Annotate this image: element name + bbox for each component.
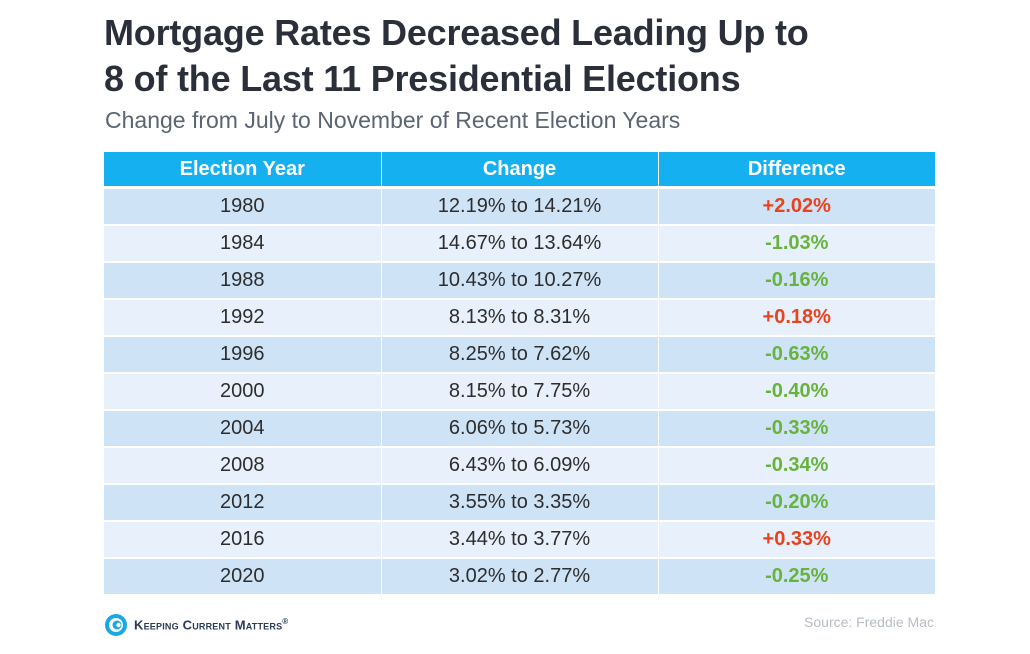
cell-election-year: 2012 <box>104 484 381 522</box>
source-note: Source: Freddie Mac <box>804 614 934 630</box>
table-row: 1996 8.25% to 7.62% -0.63% <box>104 336 935 374</box>
table-row: 2008 6.43% to 6.09% -0.34% <box>104 447 935 485</box>
table-row: 1988 10.43% to 10.27% -0.16% <box>104 262 935 300</box>
rates-table: Election Year Change Difference 1980 12.1… <box>104 152 935 596</box>
cell-election-year: 2000 <box>104 373 381 411</box>
cell-difference: -0.16% <box>657 262 935 300</box>
column-header-change: Change <box>380 152 658 189</box>
table-row: 2020 3.02% to 2.77% -0.25% <box>104 558 935 596</box>
cell-election-year: 1984 <box>104 225 381 263</box>
chart-title: Mortgage Rates Decreased Leading Up to 8… <box>104 10 1004 102</box>
cell-election-year: 1996 <box>104 336 381 374</box>
cell-election-year: 2020 <box>104 558 381 596</box>
cell-change: 8.15% to 7.75% <box>380 373 658 411</box>
column-header-difference: Difference <box>657 152 935 189</box>
cell-difference: -0.63% <box>657 336 935 374</box>
cell-change: 3.44% to 3.77% <box>380 521 658 559</box>
cell-election-year: 1980 <box>104 187 381 226</box>
table-row: 1980 12.19% to 14.21% +2.02% <box>104 187 935 226</box>
cell-change: 3.02% to 2.77% <box>380 558 658 596</box>
cell-election-year: 2016 <box>104 521 381 559</box>
brand-logo: Keeping Current Matters® <box>104 612 288 638</box>
kcm-swirl-logo-icon <box>104 613 128 637</box>
cell-change: 8.13% to 8.31% <box>380 299 658 337</box>
cell-difference: +0.33% <box>657 521 935 559</box>
cell-change: 6.43% to 6.09% <box>380 447 658 485</box>
chart-subtitle: Change from July to November of Recent E… <box>105 107 681 133</box>
table-body: 1980 12.19% to 14.21% +2.02% 1984 14.67% to … <box>104 187 935 596</box>
table-row: 2000 8.15% to 7.75% -0.40% <box>104 373 935 411</box>
cell-difference: +2.02% <box>657 187 935 226</box>
brand-name: Keeping Current Matters® <box>134 617 288 632</box>
brand-name-text: Keeping Current Matters <box>134 617 283 633</box>
title-line-2: 8 of the Last 11 Presidential Elections <box>104 58 741 99</box>
cell-election-year: 2008 <box>104 447 381 485</box>
cell-difference: -1.03% <box>657 225 935 263</box>
table-row: 2004 6.06% to 5.73% -0.33% <box>104 410 935 448</box>
cell-election-year: 1992 <box>104 299 381 337</box>
cell-change: 12.19% to 14.21% <box>380 187 658 226</box>
cell-change: 6.06% to 5.73% <box>380 410 658 448</box>
table-header-row: Election Year Change Difference <box>104 152 935 189</box>
cell-change: 10.43% to 10.27% <box>380 262 658 300</box>
title-line-1: Mortgage Rates Decreased Leading Up to <box>104 12 809 53</box>
table-row: 2016 3.44% to 3.77% +0.33% <box>104 521 935 559</box>
registered-mark: ® <box>282 617 289 627</box>
cell-difference: -0.40% <box>657 373 935 411</box>
cell-difference: +0.18% <box>657 299 935 337</box>
table-row: 2012 3.55% to 3.35% -0.20% <box>104 484 935 522</box>
table-row: 1984 14.67% to 13.64% -1.03% <box>104 225 935 263</box>
table-row: 1992 8.13% to 8.31% +0.18% <box>104 299 935 337</box>
cell-election-year: 2004 <box>104 410 381 448</box>
cell-election-year: 1988 <box>104 262 381 300</box>
cell-difference: -0.20% <box>657 484 935 522</box>
cell-difference: -0.25% <box>657 558 935 596</box>
cell-change: 3.55% to 3.35% <box>380 484 658 522</box>
cell-change: 14.67% to 13.64% <box>380 225 658 263</box>
cell-difference: -0.34% <box>657 447 935 485</box>
column-header-election-year: Election Year <box>104 152 381 189</box>
cell-difference: -0.33% <box>657 410 935 448</box>
cell-change: 8.25% to 7.62% <box>380 336 658 374</box>
